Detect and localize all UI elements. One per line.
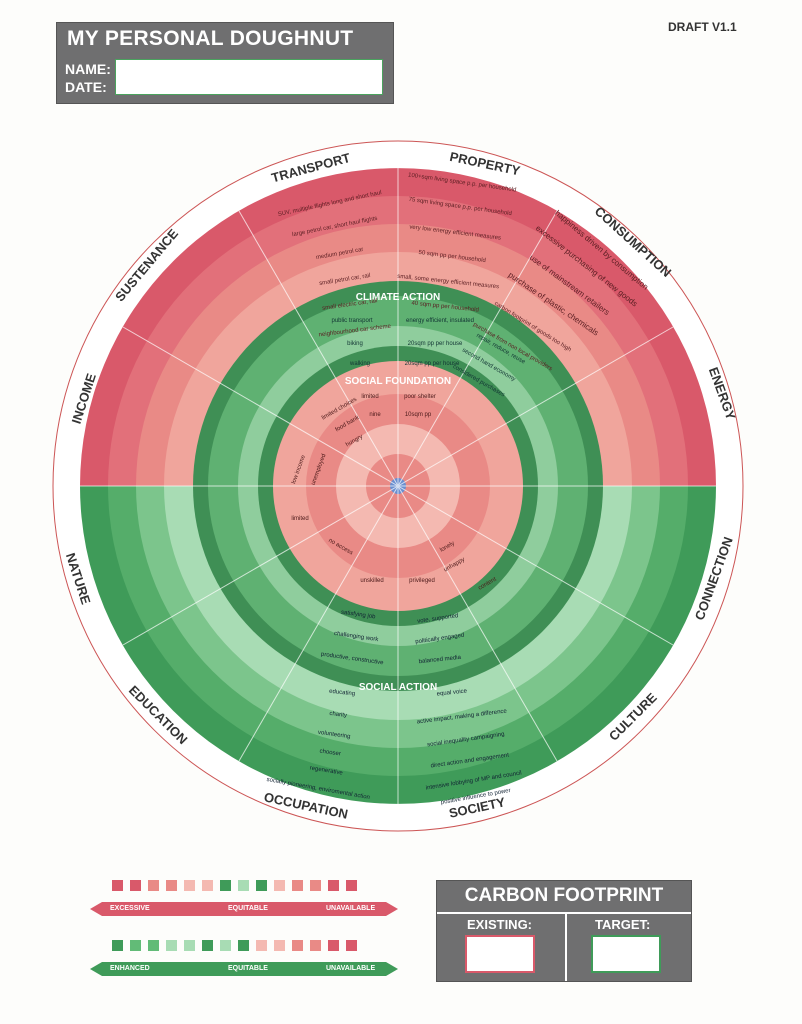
legend-swatch[interactable] [274,940,285,951]
legend-swatch[interactable] [238,940,249,951]
foundation-item-4: 10sqm pp [405,412,432,418]
occupation-item-2: charity [329,711,347,719]
legend-swatch[interactable] [292,940,303,951]
legend-swatch[interactable] [346,940,357,951]
legend-swatch[interactable] [184,940,195,951]
legend-swatch[interactable] [130,940,141,951]
occupation-item-5: regenerative [309,765,344,776]
legend-unavailable: UNAVAILABLE [326,905,376,912]
legend-swatch[interactable] [166,880,177,891]
legend-swatch[interactable] [292,880,303,891]
occupation-item-4: chooser [319,749,341,758]
legend-swatch[interactable] [112,880,123,891]
legend-swatch[interactable] [238,880,249,891]
legend-arrow-red [90,902,398,916]
climate-action-label: CLIMATE ACTION [356,292,440,303]
date-label: DATE: [65,79,107,95]
carbon-footprint-title: CARBON FOOTPRINT [464,885,664,906]
social-action-label: SOCIAL ACTION [359,682,437,693]
climate-item-1: public transport [331,318,372,324]
foundation-item-13: privileged [409,578,435,584]
foundation-item-12: unskilled [360,578,383,584]
legend-enhanced: ENHANCED [110,965,150,972]
existing-input[interactable] [465,935,535,973]
climate-item-4: energy efficient, insulated [406,318,474,324]
climate-bottom-item-6: balanced media [419,655,462,665]
legend-swatch[interactable] [310,880,321,891]
legend-swatch[interactable] [148,940,159,951]
climate-item-5: 20sqm pp per house [408,341,463,347]
legend-swatch[interactable] [130,880,141,891]
legend-swatch[interactable] [274,880,285,891]
legend-swatch[interactable] [328,940,339,951]
radial-spokes [80,168,716,804]
legend-unavailable-2: UNAVAILABLE [326,965,376,972]
foundation-item-2: nine [369,412,381,418]
legend-swatch[interactable] [256,940,267,951]
climate-item-3: walking [349,361,370,367]
climate-bottom-item-1: satisfying job [341,610,377,621]
legend-swatch[interactable] [220,940,231,951]
draft-version: DRAFT V1.1 [668,20,737,34]
target-input[interactable] [591,935,661,973]
legend-swatch[interactable] [148,880,159,891]
climate-item-2: biking [347,341,363,347]
foundation-item-10: limited [291,516,308,522]
legend-swatch[interactable] [112,940,123,951]
title-panel: MY PERSONAL DOUGHNUT NAME: DATE: [56,22,394,104]
legend-swatch[interactable] [166,940,177,951]
foundation-item-1: limited [361,394,378,400]
climate-item-6: 20sqm pp per house [405,361,460,367]
foundation-item-3: poor shelter [404,394,436,400]
legend-swatch[interactable] [310,940,321,951]
occupation-item-3: volunteering [318,730,351,740]
name-date-field[interactable] [115,59,383,95]
society-item-1: equal voice [436,688,467,697]
legend-swatches-bottom [112,940,357,951]
legend-swatch[interactable] [256,880,267,891]
social-foundation-label: SOCIAL FOUNDATION [345,376,451,387]
carbon-footprint-panel: CARBON FOOTPRINT EXISTING: TARGET: [436,880,692,982]
legend-swatch[interactable] [184,880,195,891]
legend-equitable-2: EQUITABLE [228,965,268,972]
legend-swatch[interactable] [346,880,357,891]
legend-arrow-green [90,962,398,976]
legend-swatch[interactable] [202,880,213,891]
name-label: NAME: [65,61,111,77]
legend-swatches-top [112,880,357,891]
legend-excessive: EXCESSIVE [110,905,150,912]
existing-label: EXISTING: [467,917,533,932]
legend-equitable: EQUITABLE [228,905,268,912]
page-title: MY PERSONAL DOUGHNUT [67,27,354,50]
legend-swatch[interactable] [202,940,213,951]
occupation-item-1: educating [329,689,356,698]
target-label: TARGET: [595,917,651,932]
climate-bottom-item-4: vote, supported [417,613,459,625]
legend-swatch[interactable] [328,880,339,891]
legend-swatch[interactable] [220,880,231,891]
